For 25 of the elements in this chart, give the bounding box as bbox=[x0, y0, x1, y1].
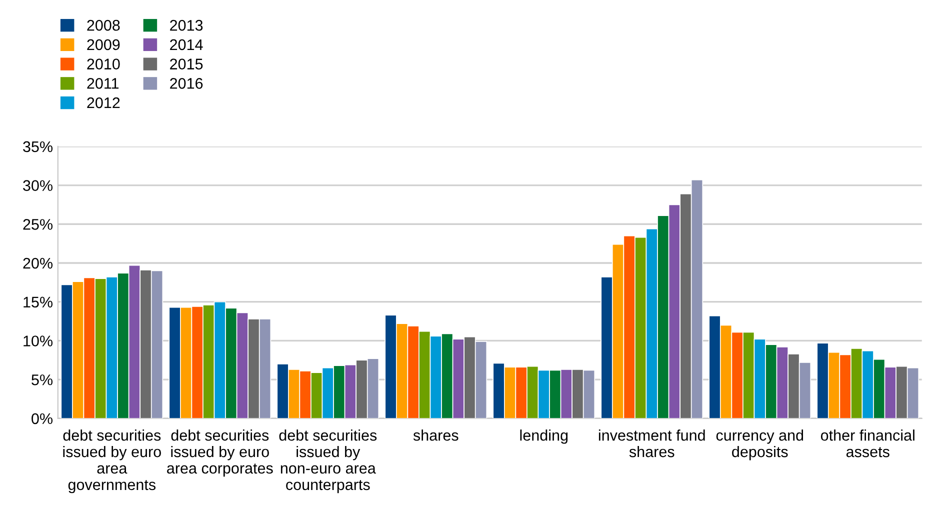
y-tick-label: 25% bbox=[23, 219, 53, 230]
y-tick-label: 35% bbox=[23, 141, 53, 152]
legend-label: 2009 bbox=[87, 39, 120, 50]
y-tick-label: 20% bbox=[23, 258, 53, 269]
y-tick-label: 0% bbox=[32, 413, 53, 424]
x-tick-label: investment fund shares bbox=[598, 430, 705, 458]
x-tick-label: debt securities issued by euro area governments bbox=[63, 430, 161, 494]
y-tick-label: 5% bbox=[32, 374, 53, 386]
legend-label: 2014 bbox=[170, 39, 203, 50]
legend-label: 2011 bbox=[87, 78, 119, 89]
x-tick-label: other financial assets bbox=[820, 430, 914, 458]
x-tick-label: currency and deposits bbox=[716, 430, 804, 460]
legend-label: 2015 bbox=[170, 58, 203, 70]
legend-label: 2013 bbox=[170, 20, 203, 31]
legend-label: 2012 bbox=[87, 97, 120, 108]
x-tick-label: lending bbox=[520, 430, 568, 444]
x-tick-label: debt securities issued by euro area corporates bbox=[167, 430, 273, 477]
y-tick-label: 10% bbox=[24, 336, 53, 346]
y-tick-label: 15% bbox=[24, 296, 53, 308]
x-tick-label: debt securities issued by non-euro area counterparts bbox=[279, 430, 377, 494]
x-tick-label: shares bbox=[413, 430, 458, 441]
legend-label: 2016 bbox=[170, 78, 203, 89]
legend-label: 2008 bbox=[87, 20, 120, 31]
legend-label: 2010 bbox=[87, 58, 120, 70]
y-tick-label: 30% bbox=[23, 180, 53, 191]
